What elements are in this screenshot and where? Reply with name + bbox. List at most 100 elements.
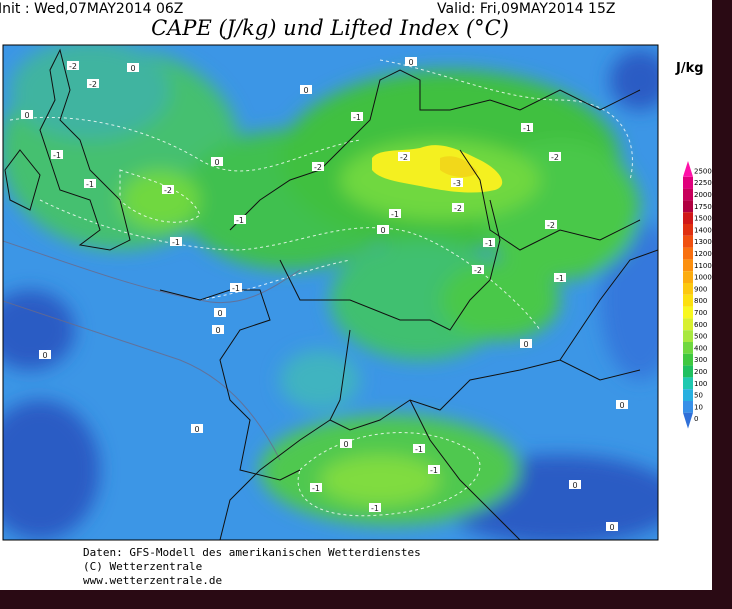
colorbar-label: 1300 xyxy=(694,238,712,246)
footer-line: (C) Wetterzentrale xyxy=(83,560,202,573)
label-box xyxy=(21,110,33,119)
label-box xyxy=(234,215,246,224)
footer-line: www.wetterzentrale.de xyxy=(83,574,222,587)
label-box xyxy=(569,480,581,489)
label-box xyxy=(310,483,322,492)
contour-label: -1 xyxy=(415,445,423,454)
contour-label: 0 xyxy=(215,326,220,335)
colorbar-label: 50 xyxy=(694,392,703,400)
contour-label: -1 xyxy=(53,151,61,160)
label-box xyxy=(300,85,312,94)
contour-label: -1 xyxy=(371,504,379,513)
colorbar-swatch xyxy=(683,330,693,342)
contour-label: -1 xyxy=(523,124,531,133)
label-box xyxy=(351,112,363,121)
colorbar-swatch xyxy=(683,353,693,366)
contour-label: -1 xyxy=(430,466,438,475)
label-box xyxy=(616,400,628,409)
colorbar-swatch xyxy=(683,235,693,248)
label-box xyxy=(212,325,224,334)
label-box xyxy=(127,63,139,72)
colorbar-swatch xyxy=(683,306,693,319)
map-title: CAPE (J/kg) und Lifted Index (°C) xyxy=(151,16,509,40)
label-box xyxy=(214,308,226,317)
unit-label: J/kg xyxy=(675,61,704,76)
label-box xyxy=(520,339,532,348)
colorbar-label: 100 xyxy=(694,380,707,388)
label-box xyxy=(428,465,440,474)
colorbar-label: 10 xyxy=(694,403,703,411)
valid-time: Valid: Fri,09MAY2014 15Z xyxy=(437,1,615,17)
map-frame xyxy=(2,44,659,541)
contour-label: 0 xyxy=(609,523,614,532)
colorbar-swatch xyxy=(683,318,693,331)
label-box xyxy=(545,220,557,229)
label-box xyxy=(312,162,324,171)
colorbar-swatch xyxy=(683,365,693,378)
contour-label: 0 xyxy=(130,64,135,73)
colorbar-swatch xyxy=(683,389,693,401)
map: -2 -2 0 0 -1 0 -1 -2 -1 -1 -1 0 0 -2 -1 0 -2 -3 -1 -2 0 -1 -2 -… xyxy=(3,45,658,540)
colorbar-swatch xyxy=(683,271,693,283)
colorbar-label: 2000 xyxy=(694,191,712,199)
contour-label: 0 xyxy=(619,401,624,410)
init-time: Init : Wed,07MAY2014 06Z xyxy=(0,1,183,17)
contour-label: 0 xyxy=(523,340,528,349)
contour-label: -2 xyxy=(474,266,482,275)
label-box xyxy=(521,123,533,132)
colorbar-label: 1200 xyxy=(694,250,712,258)
contour-label: -2 xyxy=(314,163,322,172)
label-box xyxy=(452,203,464,212)
footer-line: Daten: GFS-Modell des amerikanischen Wet… xyxy=(83,546,421,559)
label-box xyxy=(389,209,401,218)
colorbar-label: 1750 xyxy=(694,203,712,211)
label-box xyxy=(84,179,96,188)
colorbar-label: 2500 xyxy=(694,167,712,175)
label-box xyxy=(87,79,99,88)
colorbar-swatch xyxy=(683,259,693,272)
colorbar-label: 2250 xyxy=(694,179,712,187)
colorbar-label: 0 xyxy=(694,415,698,423)
colorbar-label: 700 xyxy=(694,309,707,317)
colorbar-label: 1100 xyxy=(694,262,712,270)
colorbar-swatch xyxy=(683,283,693,295)
label-box xyxy=(451,178,463,187)
label-box xyxy=(405,57,417,66)
label-box xyxy=(230,283,242,292)
label-box xyxy=(554,273,566,282)
contour-label: 0 xyxy=(572,481,577,490)
contour-label: -2 xyxy=(89,80,97,89)
colorbar-swatch xyxy=(683,412,693,429)
contour-label: 0 xyxy=(214,158,219,167)
contour-label: -2 xyxy=(400,153,408,162)
contour-label: 0 xyxy=(380,226,385,235)
colorbar-label: 900 xyxy=(694,285,707,293)
colorbar-label: 1500 xyxy=(694,215,712,223)
colorbar-swatch xyxy=(683,294,693,307)
colorbar-swatch xyxy=(683,161,693,177)
contour-label: -1 xyxy=(353,113,361,122)
colorbar-swatch xyxy=(683,342,693,354)
contour-label: -1 xyxy=(86,180,94,189)
label-box xyxy=(340,439,352,448)
contour-label: -1 xyxy=(556,274,564,283)
contour-label: -1 xyxy=(236,216,244,225)
contour-label: 0 xyxy=(343,440,348,449)
colorbar-swatch xyxy=(683,401,693,413)
label-box xyxy=(472,265,484,274)
label-box xyxy=(369,503,381,512)
label-box xyxy=(549,152,561,161)
colorbar-swatch xyxy=(683,200,693,213)
contour-label: -2 xyxy=(454,204,462,213)
label-box xyxy=(162,185,174,194)
colorbar-label: 1000 xyxy=(694,274,712,282)
contour-label: -1 xyxy=(312,484,320,493)
colorbar-label: 500 xyxy=(694,333,707,341)
colorbar-swatch xyxy=(683,188,693,201)
colorbar-swatch xyxy=(683,176,693,189)
contour-label: -2 xyxy=(551,153,559,162)
contour-label: 0 xyxy=(24,111,29,120)
label-box xyxy=(483,238,495,247)
colorbar-label: 800 xyxy=(694,297,707,305)
